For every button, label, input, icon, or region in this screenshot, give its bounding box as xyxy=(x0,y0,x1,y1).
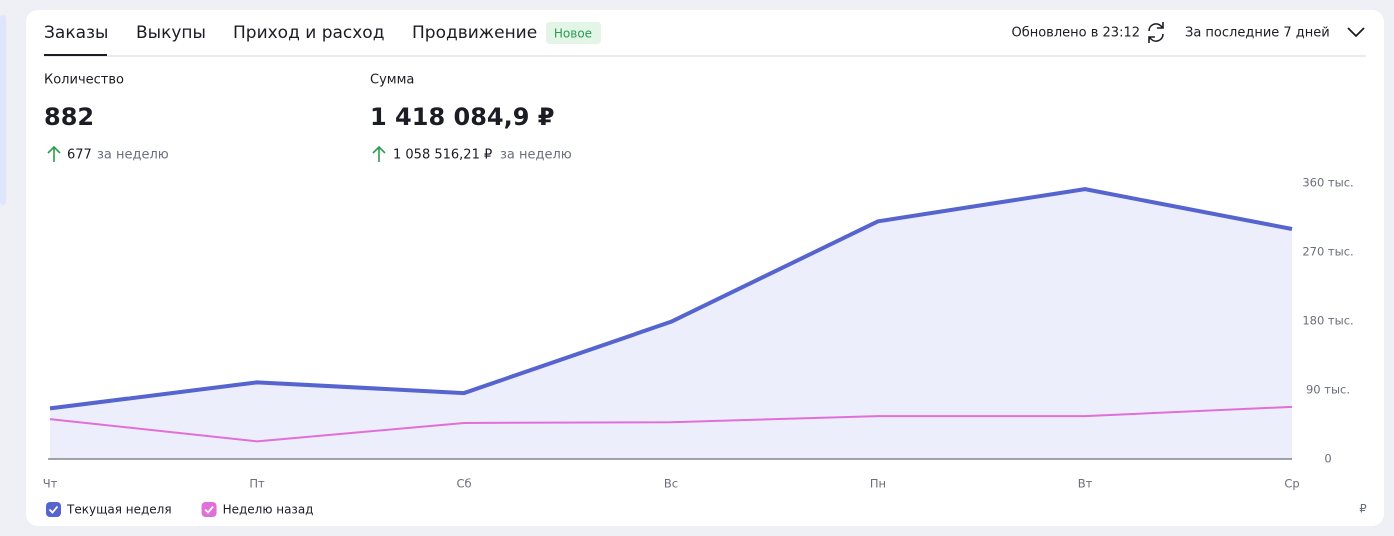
x-tick-label: Пт xyxy=(249,477,265,491)
legend-checkbox[interactable] xyxy=(201,502,217,517)
tab[interactable]: Продвижение xyxy=(412,23,537,43)
metric-change: 677 xyxy=(67,148,92,163)
legend-label: Неделю назад xyxy=(223,503,314,517)
x-tick-label: Пн xyxy=(870,477,886,491)
y-tick-label: 0 xyxy=(1324,452,1331,466)
metric-change-note: за неделю xyxy=(97,148,169,163)
legend-check xyxy=(204,505,214,514)
y-tick-label: 180 тыс. xyxy=(1302,314,1353,328)
y-tick-label: 360 тыс. xyxy=(1302,176,1353,190)
x-tick-label: Сб xyxy=(456,477,471,491)
metric-label: Сумма xyxy=(370,73,414,88)
y-unit: ₽ xyxy=(1359,502,1366,516)
refresh-icon[interactable] xyxy=(1148,22,1164,43)
series-line xyxy=(49,405,1293,443)
x-tick-label: Ср xyxy=(1284,477,1299,491)
metric-change: 1 058 516,21 ₽ xyxy=(393,148,492,163)
legend-check xyxy=(48,505,59,514)
x-tick-label: Чт xyxy=(43,477,58,491)
up-arrow xyxy=(47,145,61,162)
legend-label: Текущая неделя xyxy=(66,503,172,517)
period[interactable]: За последние 7 дней xyxy=(1185,26,1330,41)
updated: Обновлено в 23:12 xyxy=(1011,26,1140,41)
metric-value: 882 xyxy=(44,103,94,131)
x-tick-label: Вс xyxy=(664,477,678,491)
y-tick-label: 90 тыс. xyxy=(1306,383,1350,397)
metric-change-note: за неделю xyxy=(500,148,572,163)
side-panel xyxy=(0,15,6,205)
legend-checkbox[interactable] xyxy=(46,502,61,517)
x-tick-label: Вт xyxy=(1078,477,1093,491)
tab[interactable]: Заказы xyxy=(44,23,108,43)
metric-value: 1 418 084,9 ₽ xyxy=(370,103,554,131)
series-line xyxy=(49,187,1293,411)
plot xyxy=(48,187,1293,460)
up-arrow xyxy=(372,145,386,162)
chevron[interactable] xyxy=(1347,27,1365,38)
metric-label: Количество xyxy=(44,73,124,88)
tab[interactable]: Выкупы xyxy=(136,23,206,43)
badge-bg xyxy=(546,22,601,44)
y-tick-label: 270 тыс. xyxy=(1302,245,1353,259)
area xyxy=(50,189,1292,459)
tab[interactable]: Приход и расход xyxy=(233,23,384,43)
badge: Новое xyxy=(554,27,592,41)
